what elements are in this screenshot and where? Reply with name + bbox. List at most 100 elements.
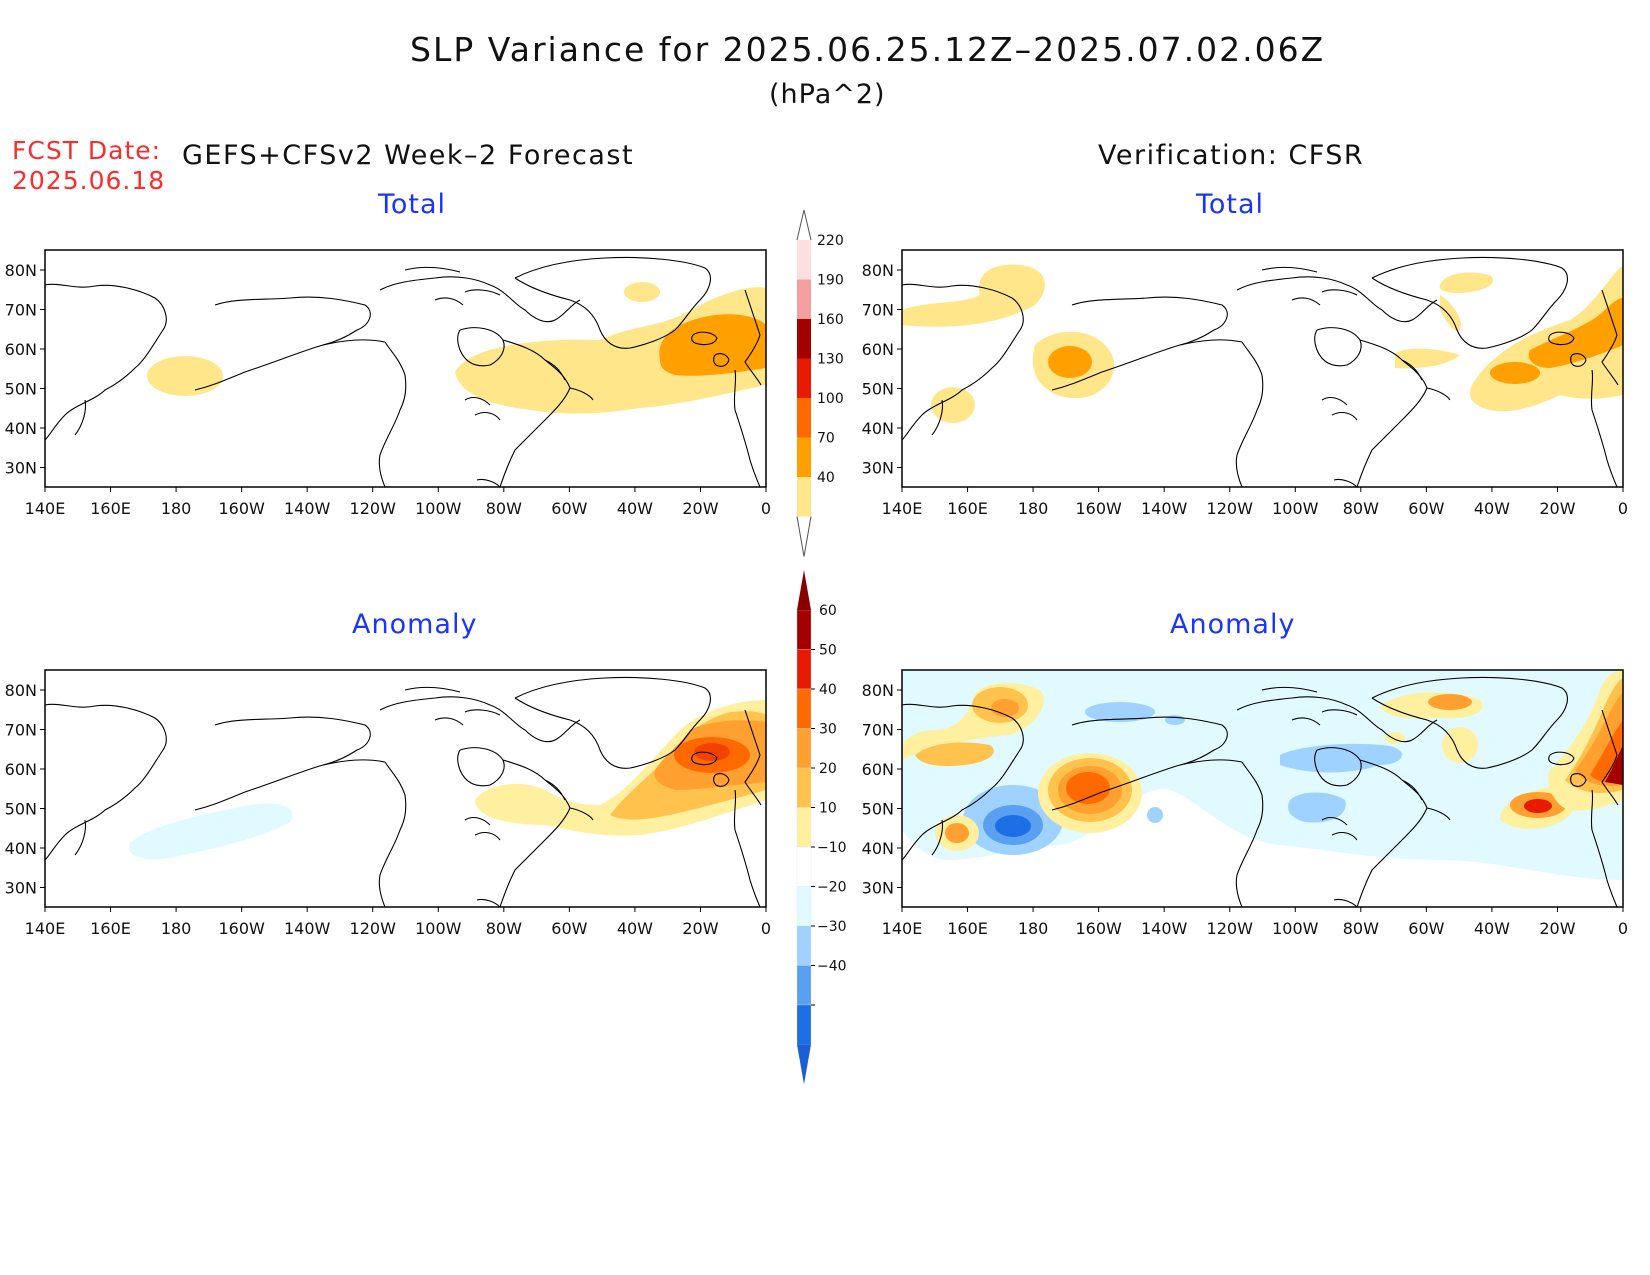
colorbar-total-swatch bbox=[797, 477, 811, 517]
lon-tick-label: 160W bbox=[218, 499, 265, 518]
lon-tick-label: 120W bbox=[1207, 499, 1254, 518]
lat-tick-label: 30N bbox=[5, 879, 37, 898]
colorbar-total-swatch bbox=[797, 279, 811, 319]
field-blob bbox=[147, 356, 223, 396]
colorbar-anomaly-swatch bbox=[796, 609, 812, 650]
forecast-header: GEFS+CFSv2 Week–2 Forecast bbox=[182, 140, 635, 171]
field-blob bbox=[455, 287, 766, 414]
field-blob bbox=[1085, 702, 1155, 722]
lon-tick-label: 140E bbox=[25, 919, 66, 938]
page-title: SLP Variance for 2025.06.25.12Z–2025.07.… bbox=[410, 30, 1326, 69]
lon-tick-label: 60W bbox=[1408, 919, 1444, 938]
colorbar-total-swatch bbox=[797, 398, 811, 438]
map-forecast-total bbox=[44, 249, 767, 488]
colorbar-anomaly-label: −20 bbox=[817, 880, 847, 896]
field-blob bbox=[1066, 772, 1110, 804]
lat-tick-label: 80N bbox=[862, 681, 894, 700]
field-blob bbox=[991, 699, 1019, 717]
lon-tick-label: 180 bbox=[1018, 499, 1049, 518]
lon-tick-label: 160W bbox=[1075, 499, 1122, 518]
lon-tick-label: 20W bbox=[1539, 499, 1575, 518]
lon-tick-label: 160W bbox=[1075, 919, 1122, 938]
colorbar-anomaly-swatch bbox=[796, 728, 812, 769]
panel-title-verification-anomaly: Anomaly bbox=[1170, 609, 1296, 640]
lon-tick-label: 0 bbox=[761, 919, 771, 938]
lon-tick-label: 80W bbox=[486, 499, 522, 518]
panel-title-verification-total: Total bbox=[1196, 189, 1265, 220]
field-blob bbox=[624, 282, 660, 302]
field-blob bbox=[1428, 694, 1472, 710]
colorbar-total-label: 130 bbox=[817, 352, 844, 368]
field-blob bbox=[1440, 295, 1461, 331]
field-blob bbox=[1395, 348, 1460, 369]
field-blob bbox=[1490, 362, 1540, 384]
axes-group: 140E 160E 180 160W 140W 120W 100W 80W 60W 40W 20W 0… bbox=[5, 261, 1628, 938]
lon-tick-label: 0 bbox=[1618, 919, 1628, 938]
lat-tick-label: 50N bbox=[862, 380, 894, 399]
lon-tick-label: 0 bbox=[761, 499, 771, 518]
colorbar-total-swatch bbox=[797, 358, 811, 398]
lat-tick-label: 70N bbox=[5, 301, 37, 320]
lat-tick-label: 70N bbox=[862, 721, 894, 740]
field-blob bbox=[1605, 745, 1623, 785]
lon-tick-label: 20W bbox=[1539, 919, 1575, 938]
lat-tick-label: 30N bbox=[5, 459, 37, 478]
lon-tick-label: 140E bbox=[25, 499, 66, 518]
field-blob bbox=[1165, 715, 1185, 725]
lon-tick-label: 140W bbox=[284, 919, 331, 938]
lon-tick-label: 140W bbox=[1141, 499, 1188, 518]
lat-tick-label: 50N bbox=[862, 800, 894, 819]
lat-tick-label: 80N bbox=[5, 261, 37, 280]
field-blob bbox=[659, 314, 766, 376]
colorbar-anomaly-label: 60 bbox=[819, 603, 837, 619]
lat-tick-label: 70N bbox=[5, 721, 37, 740]
lon-tick-label: 60W bbox=[551, 919, 587, 938]
fcst-date-label: FCST Date: bbox=[12, 136, 162, 165]
field-blob bbox=[945, 823, 969, 843]
lon-tick-label: 120W bbox=[350, 919, 397, 938]
lon-tick-label: 0 bbox=[1618, 499, 1628, 518]
lon-tick-label: 20W bbox=[682, 499, 718, 518]
lat-tick-label: 60N bbox=[5, 340, 37, 359]
colorbar-anomaly-label: −40 bbox=[817, 959, 847, 975]
lon-tick-label: 120W bbox=[350, 499, 397, 518]
field-blob bbox=[915, 742, 994, 767]
fcst-date-value: 2025.06.18 bbox=[12, 166, 166, 195]
lon-tick-label: 100W bbox=[1272, 919, 1319, 938]
lon-tick-label: 100W bbox=[415, 499, 462, 518]
colorbar-anomaly-label: −30 bbox=[817, 919, 847, 935]
lat-tick-label: 70N bbox=[862, 301, 894, 320]
lon-tick-label: 160E bbox=[947, 919, 988, 938]
lon-tick-label: 140E bbox=[882, 499, 923, 518]
lat-tick-label: 40N bbox=[862, 419, 894, 438]
lon-tick-label: 100W bbox=[1272, 499, 1319, 518]
lon-tick-label: 140E bbox=[882, 919, 923, 938]
lon-tick-label: 160E bbox=[947, 499, 988, 518]
colorbar-total-label: 160 bbox=[817, 312, 844, 328]
colorbar-anomaly-swatch bbox=[796, 965, 812, 1006]
colorbar-total-label: 190 bbox=[817, 273, 844, 289]
lon-tick-label: 40W bbox=[1474, 499, 1510, 518]
colorbar-anomaly-swatch bbox=[796, 649, 812, 690]
map-verification-total bbox=[901, 249, 1624, 488]
field-blob bbox=[995, 815, 1031, 837]
lat-tick-label: 30N bbox=[862, 459, 894, 478]
panel-title-forecast-total: Total bbox=[378, 189, 447, 220]
lat-tick-label: 60N bbox=[862, 340, 894, 359]
colorbar-anomaly-swatch bbox=[796, 688, 812, 729]
colorbar-anomaly-label: 30 bbox=[819, 722, 837, 738]
lon-tick-label: 160E bbox=[90, 499, 131, 518]
field-blob bbox=[1528, 298, 1623, 368]
colorbar-total-label: 40 bbox=[817, 470, 835, 486]
lon-tick-label: 100W bbox=[415, 919, 462, 938]
lat-tick-label: 40N bbox=[5, 839, 37, 858]
colorbar-anomaly-label: 50 bbox=[819, 643, 837, 659]
lon-tick-label: 160E bbox=[90, 919, 131, 938]
lat-tick-label: 80N bbox=[862, 261, 894, 280]
verification-header: Verification: CFSR bbox=[1098, 140, 1365, 171]
field-blob bbox=[1147, 807, 1163, 823]
lon-tick-label: 140W bbox=[284, 499, 331, 518]
colorbar-anomaly-label: −10 bbox=[817, 840, 847, 856]
colorbar-anomaly-swatch bbox=[796, 886, 812, 927]
colorbar-total-label: 100 bbox=[817, 391, 844, 407]
